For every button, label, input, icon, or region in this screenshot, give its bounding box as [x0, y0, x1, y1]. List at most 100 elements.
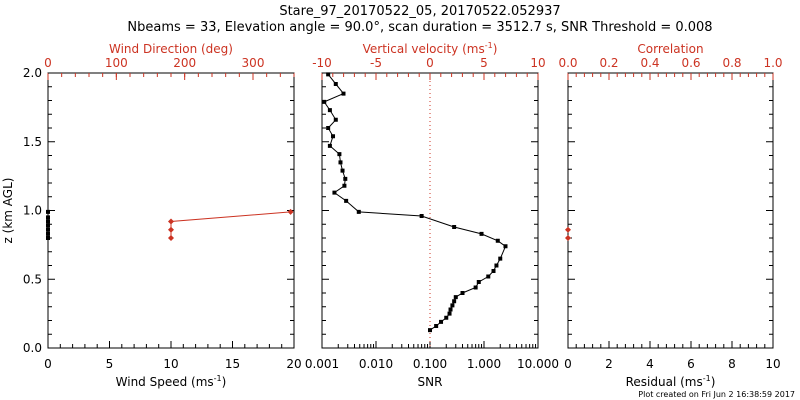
data-point: [333, 82, 338, 86]
top-tick-label: -10: [312, 56, 332, 70]
y-tick-label: 2.0: [23, 66, 42, 80]
data-point: [46, 236, 50, 240]
top-axis-title-exponent: -1: [485, 41, 493, 50]
data-point: [326, 126, 331, 130]
bottom-axis-title-close: ): [711, 375, 716, 389]
data-point: [565, 226, 571, 233]
series-line: [323, 74, 507, 331]
top-tick-label: 1.0: [763, 56, 782, 70]
data-point: [326, 72, 331, 77]
data-point: [503, 244, 508, 249]
bottom-tick-label: 0: [44, 357, 52, 371]
data-point: [473, 285, 478, 290]
top-tick-label: -5: [370, 56, 382, 70]
top-axis-title-text: Vertical velocity (ms: [363, 42, 485, 56]
data-point: [444, 315, 449, 320]
top-axis-title: Vertical velocity (ms-1): [363, 41, 498, 56]
correlation-residual-panel: 0 2 4 6 8 10 0.0 0.2 0.4 0.6 0.8 1.0 Residual (ms-1)…: [558, 42, 782, 389]
top-tick-label: 0.4: [640, 56, 659, 70]
data-point: [46, 223, 50, 228]
data-point: [498, 256, 503, 261]
top-tick-label: 0.2: [599, 56, 618, 70]
top-tick-label: 300: [242, 56, 265, 70]
data-point: [434, 324, 439, 328]
bottom-axis-title: Wind Speed (ms-1): [116, 374, 227, 389]
data-point: [495, 238, 500, 243]
data-point: [322, 99, 327, 104]
data-point: [46, 219, 50, 224]
data-point: [447, 311, 452, 316]
data-point: [342, 183, 347, 188]
top-tick-label: 0: [426, 56, 434, 70]
bottom-axis-title: Residual (ms-1): [626, 374, 716, 389]
data-point: [332, 190, 337, 195]
top-tick-label: 10: [530, 56, 545, 70]
panel-frame: [321, 72, 539, 349]
top-axis-title-text: Wind Direction (deg): [109, 42, 233, 56]
data-point: [448, 307, 453, 312]
bottom-axis-title-exponent: -1: [214, 374, 222, 383]
data-point: [168, 235, 174, 241]
bottom-tick-label: 20: [286, 357, 301, 371]
panel-frame: [47, 72, 295, 349]
data-point: [419, 214, 424, 218]
data-point: [476, 280, 481, 284]
bottom-tick-label: 0.100: [413, 357, 447, 371]
y-tick-label: 1.0: [23, 204, 42, 218]
data-point: [450, 303, 455, 308]
data-point: [491, 269, 496, 273]
top-tick-label: 5: [480, 56, 488, 70]
bottom-axis-title-close: ): [222, 375, 227, 389]
top-tick-label: 0.0: [558, 56, 577, 70]
data-point: [486, 274, 491, 279]
data-point: [460, 291, 465, 295]
bottom-tick-label: 6: [687, 357, 695, 371]
data-point: [327, 108, 332, 113]
data-point: [356, 209, 361, 214]
data-point: [344, 198, 349, 203]
plot-title: Stare_97_20170522_05, 20170522.052937: [279, 4, 560, 19]
plot-footer: Plot created on Fri Jun 2 16:38:59 2017: [638, 390, 795, 399]
bottom-tick-label: 2: [605, 357, 613, 371]
data-point: [46, 231, 50, 236]
data-point: [338, 160, 343, 165]
bottom-tick-label: 5: [106, 357, 114, 371]
bottom-tick-label: 10: [163, 357, 178, 371]
data-point: [341, 91, 346, 96]
top-tick-label: 0.6: [681, 56, 700, 70]
bottom-tick-label: 0.010: [359, 357, 393, 371]
top-axis-title: Correlation: [637, 42, 703, 56]
bottom-tick-label: 4: [646, 357, 654, 371]
y-axis-label: z (km AGL): [1, 178, 15, 244]
bottom-tick-label: 0: [564, 357, 572, 371]
bottom-tick-label: 8: [728, 357, 736, 371]
y-tick-label: 0.5: [23, 272, 42, 286]
plot-subtitle: Nbeams = 33, Elevation angle = 90.0°, sc…: [127, 20, 712, 35]
bottom-tick-label: 1.000: [467, 357, 501, 371]
top-tick-label: 200: [173, 56, 196, 70]
data-point: [46, 215, 50, 220]
data-point: [168, 226, 174, 233]
top-tick-label: 0.8: [722, 56, 741, 70]
data-point: [46, 209, 50, 214]
bottom-axis-title-exponent: -1: [703, 374, 711, 383]
bottom-tick-label: 15: [225, 357, 240, 371]
data-point: [452, 299, 457, 304]
panel-frame: [567, 72, 774, 349]
bottom-axis-title: SNR: [418, 375, 443, 389]
data-point: [46, 227, 50, 232]
bottom-axis-title-text: Wind Speed (ms: [116, 375, 214, 389]
data-point: [494, 263, 499, 268]
bottom-tick-label: 0.001: [305, 357, 339, 371]
data-point: [287, 208, 294, 215]
top-tick-label: 100: [105, 56, 128, 70]
data-point: [340, 168, 345, 173]
data-point: [453, 295, 458, 300]
data-point: [428, 328, 432, 333]
data-point: [337, 152, 342, 157]
series-line: [170, 211, 291, 238]
data-point: [333, 117, 338, 122]
bottom-axis-title-text: Residual (ms: [626, 375, 703, 389]
bottom-tick-label: 10.000: [517, 357, 559, 371]
